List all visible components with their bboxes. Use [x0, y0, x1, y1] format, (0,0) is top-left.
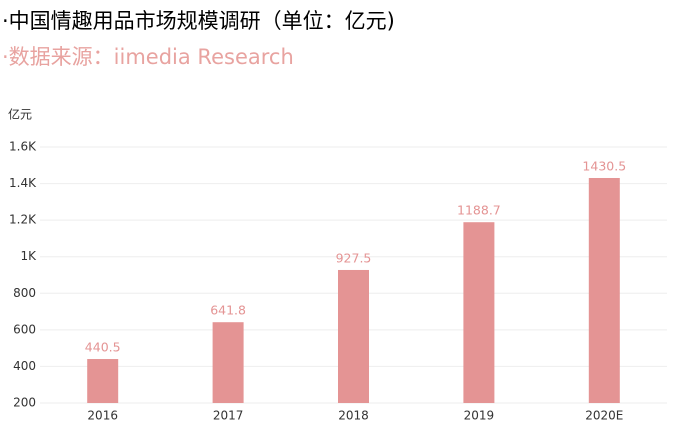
bar: [212, 322, 244, 403]
x-tick-label: 2016: [87, 409, 118, 423]
data-label: 440.5: [85, 340, 121, 355]
data-label: 641.8: [210, 303, 246, 318]
y-tick-label: 800: [13, 286, 36, 300]
x-tick-label: 2018: [338, 409, 369, 423]
y-tick-label: 600: [13, 322, 36, 336]
y-tick-label: 400: [13, 359, 36, 373]
chart-subtitle: ·数据来源：iimedia Research: [2, 45, 294, 69]
data-label: 1430.5: [582, 158, 626, 173]
y-tick-label: 1K: [20, 249, 37, 263]
x-tick-label: 2017: [213, 409, 244, 423]
data-label: 927.5: [336, 250, 372, 265]
bar: [87, 359, 119, 403]
x-tick-label: 2020E: [585, 409, 623, 423]
data-label: 1188.7: [457, 203, 501, 218]
y-tick-label: 200: [13, 396, 36, 410]
y-tick-label: 1.6K: [9, 140, 37, 154]
x-tick-label: 2019: [464, 409, 495, 423]
y-axis-label: 亿元: [8, 107, 32, 122]
bar: [588, 177, 620, 403]
chart-title: ·中国情趣用品市场规模调研（单位：亿元): [2, 9, 395, 33]
bar: [463, 222, 495, 403]
y-tick-label: 1.4K: [9, 176, 37, 190]
y-tick-label: 1.2K: [9, 213, 37, 227]
bar: [338, 269, 369, 403]
